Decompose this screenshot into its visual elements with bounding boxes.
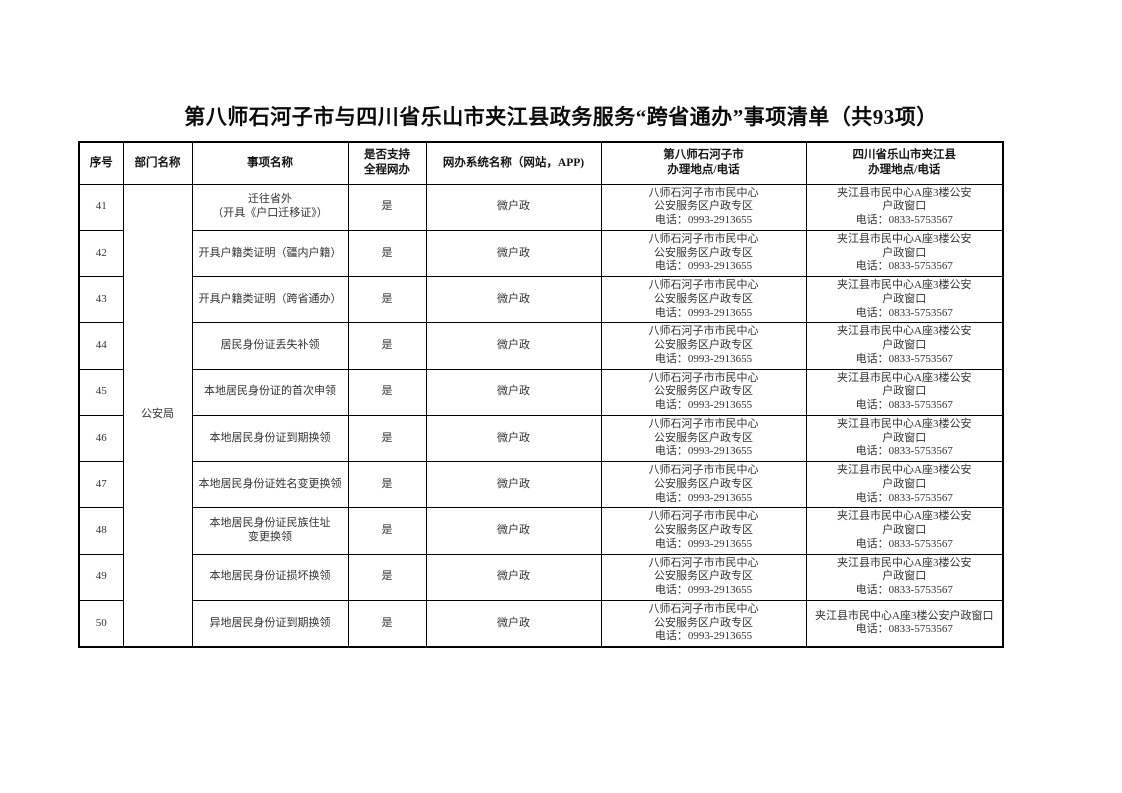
item-name: 居民身份证丢失补领 [191,322,349,370]
shihezi-location: 八师石河子市市民中心 公安服务区户政专区 电话：0993-2913655 [600,460,807,509]
row-index: 43 [78,275,124,324]
row-index: 41 [78,183,124,231]
row-index: 45 [78,368,124,416]
item-name: 本地居民身份证民族住址 变更换领 [191,507,349,555]
row-index: 50 [78,599,124,648]
online-support-value: 是 [347,553,427,601]
page-title: 第八师石河子市与四川省乐山市夹江县政务服务“跨省通办”事项清单（共93项） [184,105,938,129]
shihezi-location: 八师石河子市市民中心 公安服务区户政专区 电话：0993-2913655 [600,553,807,601]
header-item: 事项名称 [191,141,349,185]
shihezi-location: 八师石河子市市民中心 公安服务区户政专区 电话：0993-2913655 [600,322,807,370]
shihezi-location: 八师石河子市市民中心 公安服务区户政专区 电话：0993-2913655 [600,414,807,463]
jiajiang-location: 夹江县市民中心A座3楼公安 户政窗口 电话：0833-5753567 [805,183,1004,231]
table-row: 48 本地居民身份证民族住址 变更换领 是 微户政 八师石河子市市民中心 公安服… [78,507,1004,555]
online-support-value: 是 [347,183,427,231]
online-support-value: 是 [347,599,427,648]
header-online-support: 是否支持 全程网办 [347,141,427,185]
online-support-value: 是 [347,229,427,278]
item-name: 本地居民身份证到期换领 [191,414,349,463]
jiajiang-location: 夹江县市民中心A座3楼公安 户政窗口 电话：0833-5753567 [805,275,1004,324]
jiajiang-location: 夹江县市民中心A座3楼公安 户政窗口 电话：0833-5753567 [805,553,1004,601]
jiajiang-location: 夹江县市民中心A座3楼公安 户政窗口 电话：0833-5753567 [805,368,1004,416]
shihezi-location: 八师石河子市市民中心 公安服务区户政专区 电话：0993-2913655 [600,368,807,416]
row-index: 44 [78,322,124,370]
shihezi-location: 八师石河子市市民中心 公安服务区户政专区 电话：0993-2913655 [600,183,807,231]
department-name: 公安局 [122,183,193,648]
header-row: 序号 部门名称 事项名称 是否支持 全程网办 网办系统名称（网站，APP) 第八… [78,141,1004,185]
online-support-value: 是 [347,368,427,416]
jiajiang-location: 夹江县市民中心A座3楼公安 户政窗口 电话：0833-5753567 [805,322,1004,370]
table-row: 43 开具户籍类证明（跨省通办） 是 微户政 八师石河子市市民中心 公安服务区户… [78,275,1004,324]
jiajiang-location: 夹江县市民中心A座3楼公安 户政窗口 电话：0833-5753567 [805,507,1004,555]
online-support-value: 是 [347,507,427,555]
online-support-value: 是 [347,275,427,324]
header-department: 部门名称 [122,141,193,185]
system-name: 微户政 [425,507,602,555]
header-shihezi-location: 第八师石河子市 办理地点/电话 [600,141,807,185]
row-index: 46 [78,414,124,463]
system-name: 微户政 [425,183,602,231]
table-row: 44 居民身份证丢失补领 是 微户政 八师石河子市市民中心 公安服务区户政专区 … [78,322,1004,370]
system-name: 微户政 [425,553,602,601]
system-name: 微户政 [425,229,602,278]
online-support-value: 是 [347,460,427,509]
row-index: 49 [78,553,124,601]
table-row: 41 公安局 迁往省外 （开具《户口迁移证》） 是 微户政 八师石河子市市民中心 … [78,183,1004,648]
online-support-value: 是 [347,414,427,463]
table-row: 47 本地居民身份证姓名变更换领 是 微户政 八师石河子市市民中心 公安服务区户… [78,460,1004,509]
header-jiajiang-location: 四川省乐山市夹江县 办理地点/电话 [805,141,1004,185]
table-row: 50 异地居民身份证到期换领 是 微户政 八师石河子市市民中心 公安服务区户政专… [78,599,1004,648]
shihezi-location: 八师石河子市市民中心 公安服务区户政专区 电话：0993-2913655 [600,275,807,324]
shihezi-location: 八师石河子市市民中心 公安服务区户政专区 电话：0993-2913655 [600,599,807,648]
table-row: 49 本地居民身份证损坏换领 是 微户政 八师石河子市市民中心 公安服务区户政专… [78,553,1004,601]
row-index: 42 [78,229,124,278]
system-name: 微户政 [425,368,602,416]
system-name: 微户政 [425,322,602,370]
system-name: 微户政 [425,275,602,324]
system-name: 微户政 [425,599,602,648]
table-row: 46 本地居民身份证到期换领 是 微户政 八师石河子市市民中心 公安服务区户政专… [78,414,1004,463]
jiajiang-location: 夹江县市民中心A座3楼公安 户政窗口 电话：0833-5753567 [805,414,1004,463]
header-system: 网办系统名称（网站，APP) [425,141,602,185]
online-support-value: 是 [347,322,427,370]
jiajiang-location: 夹江县市民中心A座3楼公安户政窗口 电话：0833-5753567 [805,599,1004,648]
item-name: 迁往省外 （开具《户口迁移证》） [191,183,349,231]
system-name: 微户政 [425,460,602,509]
item-name: 本地居民身份证姓名变更换领 [191,460,349,509]
shihezi-location: 八师石河子市市民中心 公安服务区户政专区 电话：0993-2913655 [600,507,807,555]
row-index: 47 [78,460,124,509]
jiajiang-location: 夹江县市民中心A座3楼公安 户政窗口 电话：0833-5753567 [805,460,1004,509]
item-name: 本地居民身份证损坏换领 [191,553,349,601]
services-table: 序号 部门名称 事项名称 是否支持 全程网办 网办系统名称（网站，APP) 第八… [78,141,1004,648]
system-name: 微户政 [425,414,602,463]
shihezi-location: 八师石河子市市民中心 公安服务区户政专区 电话：0993-2913655 [600,229,807,278]
header-index: 序号 [78,141,124,185]
item-name: 开具户籍类证明（疆内户籍） [191,229,349,278]
table-row: 42 开具户籍类证明（疆内户籍） 是 微户政 八师石河子市市民中心 公安服务区户… [78,229,1004,278]
item-name: 异地居民身份证到期换领 [191,599,349,648]
jiajiang-location: 夹江县市民中心A座3楼公安 户政窗口 电话：0833-5753567 [805,229,1004,278]
item-name: 开具户籍类证明（跨省通办） [191,275,349,324]
row-index: 48 [78,507,124,555]
table-row: 45 本地居民身份证的首次申领 是 微户政 八师石河子市市民中心 公安服务区户政… [78,368,1004,416]
item-name: 本地居民身份证的首次申领 [191,368,349,416]
